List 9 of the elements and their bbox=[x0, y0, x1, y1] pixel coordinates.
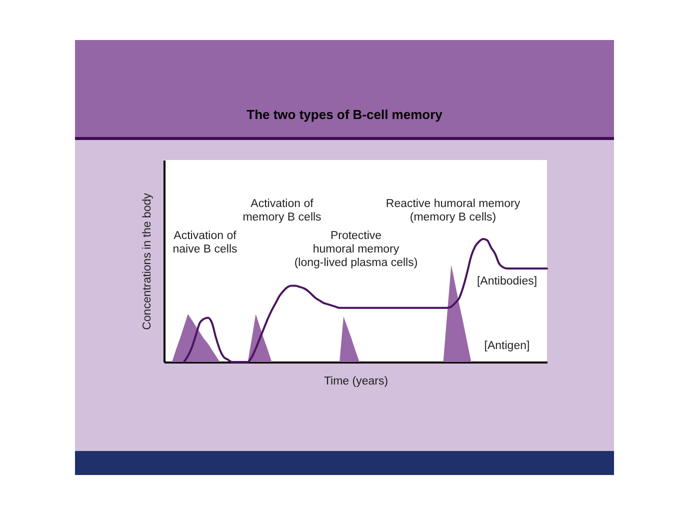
annotation: Protective humoral memory (long-lived plasma cells) bbox=[294, 230, 418, 269]
chart-title: The two types of B-cell memory bbox=[246, 107, 444, 122]
text: Reactive humoral memory (memory B cells) bbox=[386, 198, 520, 224]
series-label: [Antibodies] bbox=[476, 276, 538, 288]
text: Activation of memory B cells bbox=[242, 198, 322, 224]
x-axis-title: Time (years) bbox=[324, 376, 388, 388]
y-axis-title: Concentrations in the body bbox=[142, 192, 154, 330]
series-label: [Antigen] bbox=[484, 340, 530, 352]
annotation: Activation of naive B cells bbox=[172, 230, 238, 256]
